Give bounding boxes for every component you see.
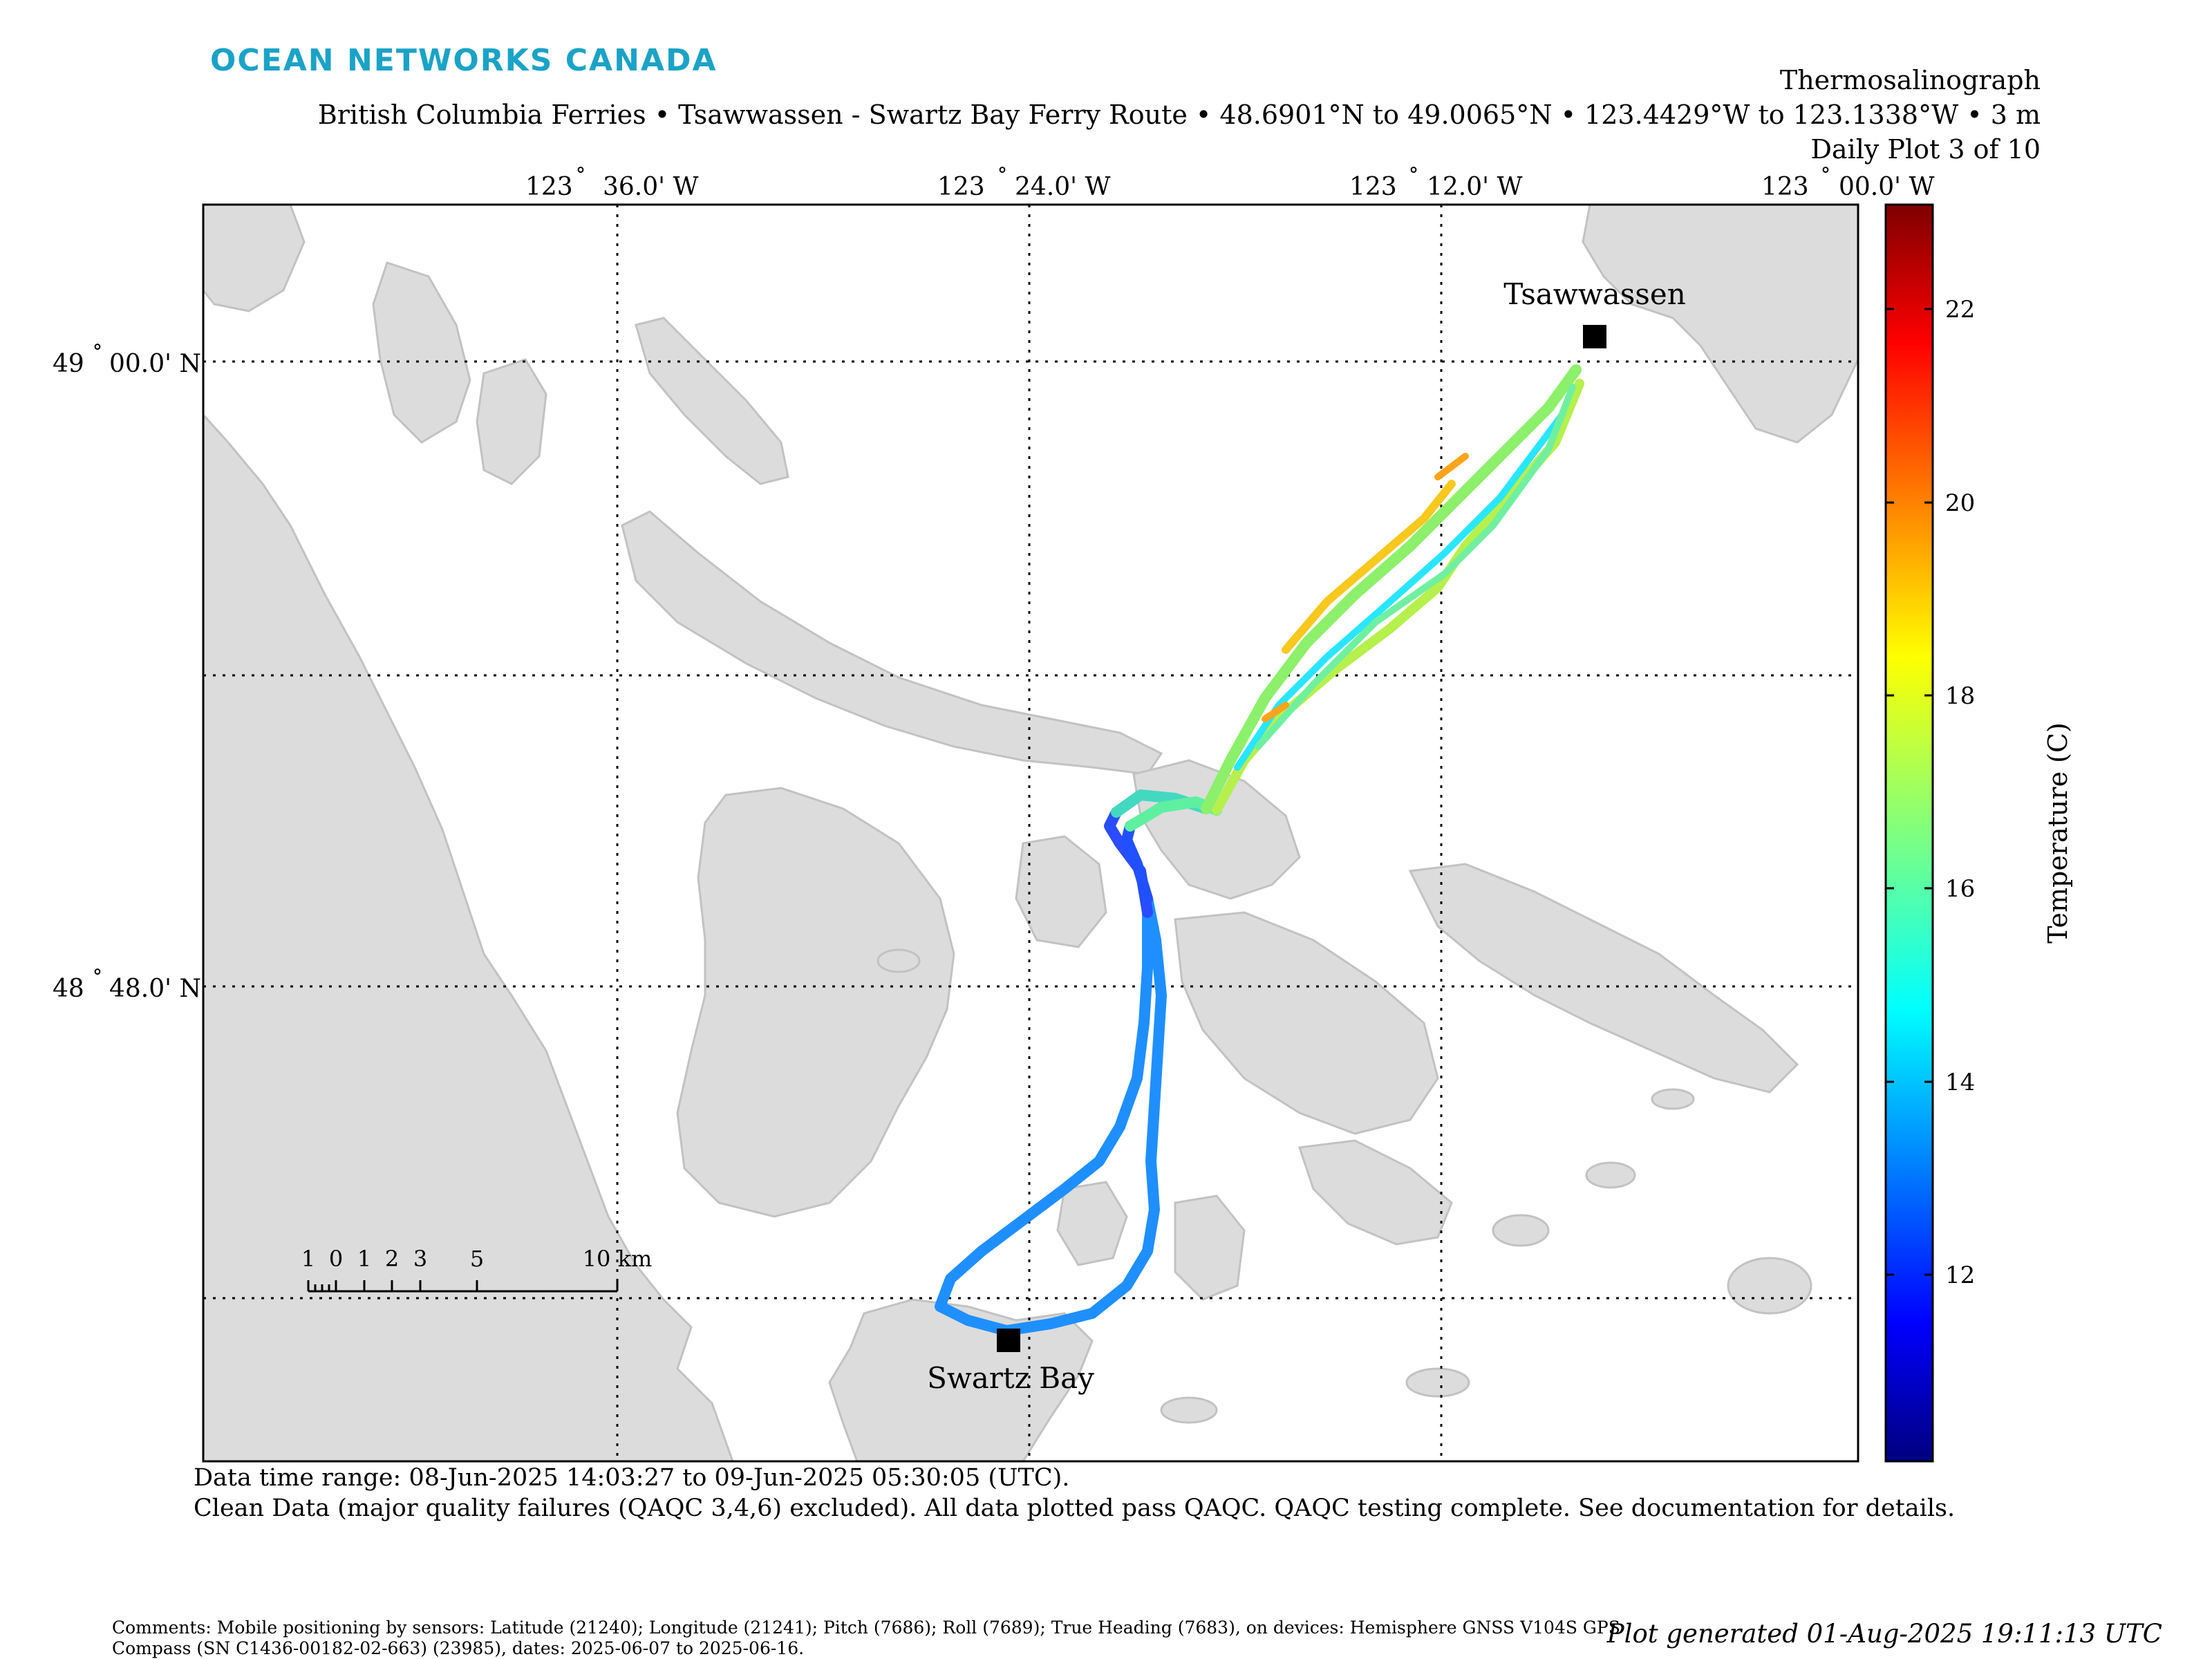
track-segment-orange-patch [1262, 453, 1469, 722]
comments-line-1: Comments: Mobile positioning by sensors:… [112, 1618, 1620, 1638]
colorbar-tick-label: 22 [1945, 296, 1975, 324]
scale-label: 0 [329, 1246, 343, 1272]
land-salt-spring-island [676, 787, 955, 1218]
lon-tick-deg: 123 [1349, 173, 1397, 201]
qaqc-note: Clean Data (major quality failures (QAQC… [194, 1494, 1956, 1522]
land-saanich-peninsula [828, 1298, 1094, 1461]
graticule [203, 205, 1858, 1461]
station-marker-swartz-bay [997, 1329, 1020, 1352]
ferry-track [935, 364, 1584, 1336]
land-moresby-island [1174, 1194, 1246, 1301]
station-marker-tsawwassen [1583, 325, 1606, 348]
land-galiano-island [621, 510, 1163, 776]
scale-bar [307, 1280, 619, 1293]
lat-tick-deg: 49 [53, 350, 84, 378]
track-segment-south-loop [935, 907, 1153, 1336]
colorbar-tick-label: 18 [1945, 682, 1975, 710]
lat-tick-degree-symbol: ° [93, 965, 102, 988]
lon-tick-degree-symbol: ° [997, 163, 1007, 186]
land-gabriola-island [203, 205, 306, 312]
land-south-pender [1297, 1139, 1453, 1246]
lon-tick-min: 00.0' W [1839, 173, 1935, 201]
track-segment-pass-east [1121, 821, 1153, 904]
land-north-pender [1174, 911, 1439, 1135]
land-vancouver-island [203, 413, 734, 1461]
lon-tick-min: 36.0' W [603, 173, 699, 201]
land-thetis-island [372, 261, 471, 444]
lon-tick-min: 12.0' W [1427, 173, 1523, 201]
plot-generated: Plot generated 01-Aug-2025 19:11:13 UTC [1606, 1619, 2162, 1649]
scale-bar-labels: 1 0 1 2 3 5 10 km [301, 1246, 652, 1272]
lon-tick-degree-symbol: ° [1821, 163, 1830, 186]
lat-tick-min: 00.0' N [109, 350, 201, 378]
brand-logo-text: OCEAN NETWORKS CANADA [210, 43, 718, 78]
track-segment-northbound-cyan [1234, 411, 1566, 771]
station-label-tsawwassen: Tsawwassen [1503, 277, 1686, 311]
colorbar-ticks [1886, 308, 1933, 1276]
land-portland-island [1056, 1181, 1128, 1266]
land-prevost-island [1015, 835, 1107, 948]
lon-tick-deg: 123 [1761, 173, 1809, 201]
lon-tick-degree-symbol: ° [576, 163, 585, 186]
plot-subtitle: British Columbia Ferries • Tsawwassen - … [317, 100, 2041, 130]
colorbar-label: Temperature (C) [2043, 722, 2073, 944]
land-saturna-island [1408, 863, 1799, 1094]
scale-label: 10 km [583, 1246, 653, 1272]
lon-tick-deg: 123 [525, 173, 573, 201]
track-segment-south-return [1001, 893, 1167, 1336]
lat-tick-min: 48.0' N [109, 975, 201, 1003]
scale-label: 5 [470, 1246, 484, 1272]
scale-label: 1 [357, 1246, 371, 1272]
map-frame [202, 203, 1859, 1463]
lat-tick-labels: 49 ° 00.0' N 48 ° 48.0' N [53, 340, 201, 1003]
scale-label: 3 [413, 1246, 427, 1272]
plot-title: Thermosalinograph [1779, 65, 2041, 95]
land-kuper-island [476, 358, 547, 485]
lon-tick-labels: 123 ° 36.0' W 123 ° 24.0' W 123 ° 12.0' … [525, 163, 1935, 201]
lat-tick-degree-symbol: ° [93, 340, 102, 363]
scale-label: 1 [301, 1246, 315, 1272]
colorbar-tick-labels: 22 20 18 16 14 12 [1945, 296, 1975, 1289]
colorbar-tick-label: 16 [1945, 875, 1975, 903]
land-valdes-island [635, 317, 789, 485]
track-segment-northbound-green [1255, 384, 1576, 750]
station-label-swartz-bay: Swartz Bay [927, 1361, 1094, 1395]
colorbar [1884, 203, 1934, 1463]
colorbar-tick-label: 20 [1945, 489, 1975, 517]
comments-line-2: Compass (SN C1436-00182-02-663) (23985),… [112, 1638, 805, 1658]
scale-label: 2 [385, 1246, 399, 1272]
plot-index: Daily Plot 3 of 10 [1810, 134, 2041, 165]
lon-tick-deg: 123 [937, 173, 985, 201]
colorbar-tick-label: 12 [1945, 1262, 1975, 1289]
track-segment-northbound-1 [1201, 364, 1582, 814]
land-tsawwassen [1582, 205, 1858, 444]
lon-tick-min: 24.0' W [1015, 173, 1111, 201]
data-time-range: Data time range: 08-Jun-2025 14:03:27 to… [194, 1464, 1070, 1492]
track-segment-northbound-warm [1282, 480, 1456, 654]
land-masses [203, 205, 1858, 1461]
lon-tick-degree-symbol: ° [1409, 163, 1418, 186]
lat-tick-deg: 48 [53, 975, 84, 1003]
colorbar-tick-label: 14 [1945, 1069, 1975, 1096]
